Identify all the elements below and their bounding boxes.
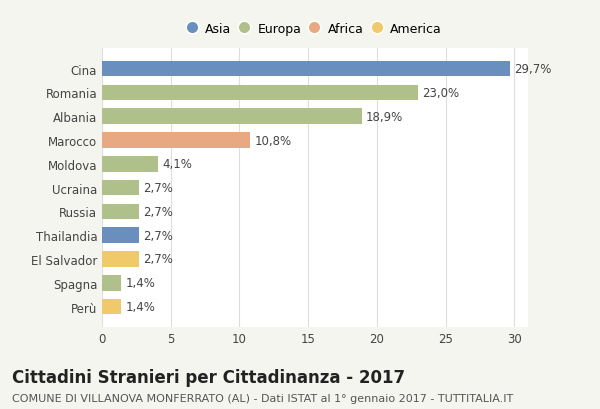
Text: 1,4%: 1,4% — [125, 300, 155, 313]
Bar — [102, 85, 418, 101]
Text: 4,1%: 4,1% — [163, 158, 193, 171]
Text: 2,7%: 2,7% — [143, 253, 173, 266]
Bar — [102, 109, 362, 125]
Legend: Asia, Europa, Africa, America: Asia, Europa, Africa, America — [185, 19, 445, 40]
Bar — [102, 133, 250, 148]
Text: 2,7%: 2,7% — [143, 229, 173, 242]
Text: 23,0%: 23,0% — [422, 87, 460, 100]
Text: 29,7%: 29,7% — [514, 63, 551, 76]
Text: 1,4%: 1,4% — [125, 276, 155, 290]
Bar — [102, 62, 510, 77]
Text: 10,8%: 10,8% — [254, 134, 292, 147]
Bar — [102, 275, 121, 291]
Text: 18,9%: 18,9% — [366, 110, 403, 124]
Text: COMUNE DI VILLANOVA MONFERRATO (AL) - Dati ISTAT al 1° gennaio 2017 - TUTTITALIA: COMUNE DI VILLANOVA MONFERRATO (AL) - Da… — [12, 393, 513, 402]
Text: Cittadini Stranieri per Cittadinanza - 2017: Cittadini Stranieri per Cittadinanza - 2… — [12, 368, 405, 386]
Bar — [102, 228, 139, 243]
Bar — [102, 299, 121, 315]
Text: 2,7%: 2,7% — [143, 205, 173, 218]
Bar — [102, 204, 139, 220]
Bar — [102, 157, 158, 172]
Text: 2,7%: 2,7% — [143, 182, 173, 195]
Bar — [102, 180, 139, 196]
Bar — [102, 252, 139, 267]
